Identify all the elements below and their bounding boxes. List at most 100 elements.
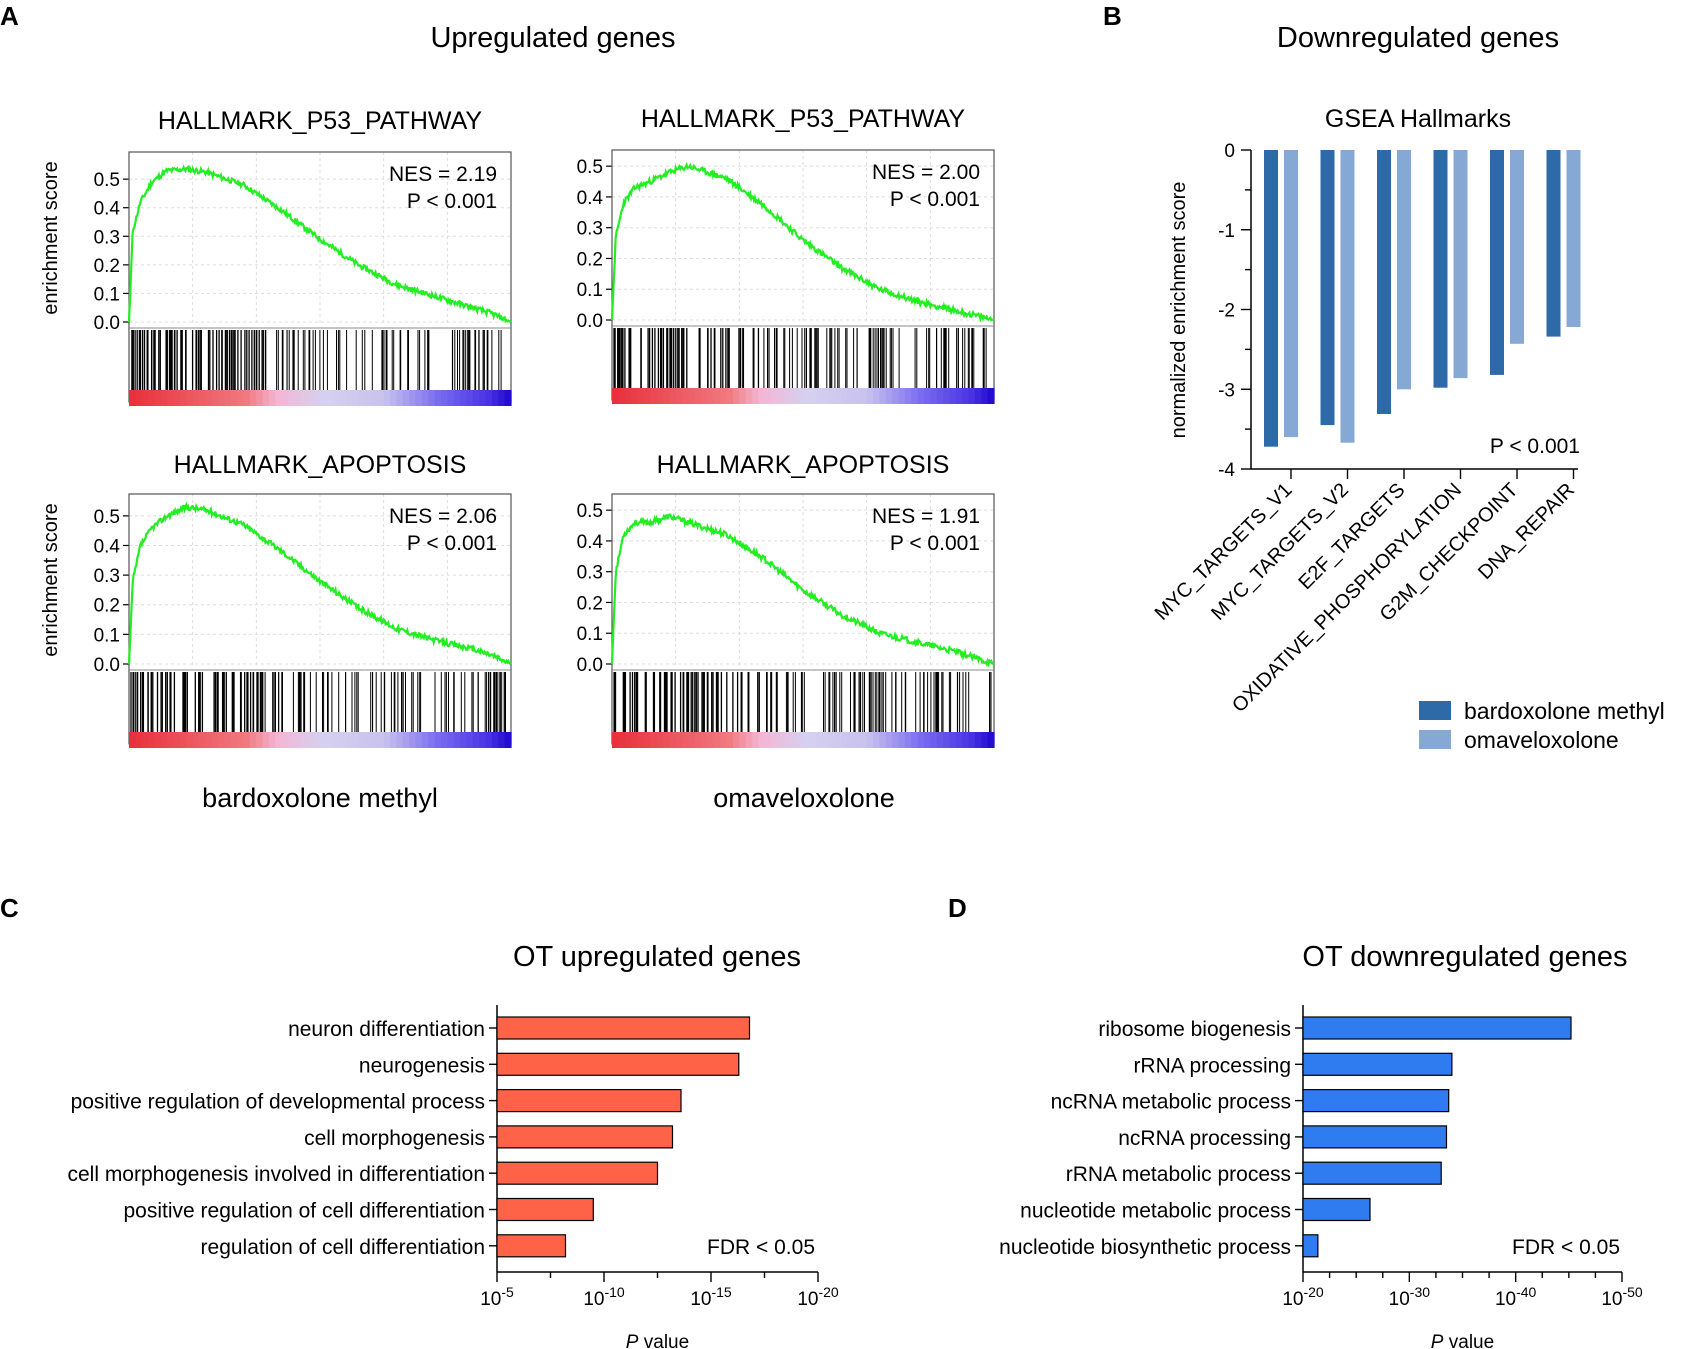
p-value-label: P < 0.001 xyxy=(407,532,497,555)
heat-segment xyxy=(173,732,181,748)
x-tick-label: 10-10 xyxy=(583,1284,625,1310)
heat-segment xyxy=(383,732,391,748)
heat-segment xyxy=(141,390,149,406)
heat-segment xyxy=(409,732,417,748)
heat-segment xyxy=(720,732,728,748)
heat-segment xyxy=(345,732,353,748)
heat-segment xyxy=(866,732,874,748)
heat-segment xyxy=(783,732,791,748)
term-label: cell morphogenesis involved in different… xyxy=(67,1163,485,1186)
gsea-plot-gsea-om-apop: HALLMARK_APOPTOSIS 0.5 0.4 0.3 0.2 0.1 0.0 NES … xyxy=(577,451,995,748)
heat-segment xyxy=(675,732,683,748)
bar xyxy=(496,1161,659,1185)
heat-segment xyxy=(466,732,474,748)
heat-segment xyxy=(803,388,810,404)
y-tick-label: 0.0 xyxy=(577,655,603,676)
heat-segment xyxy=(803,732,810,748)
y-tick-label: 0.0 xyxy=(577,311,603,332)
heat-segment xyxy=(402,732,410,748)
heat-segment xyxy=(141,732,149,748)
heat-segment xyxy=(853,732,861,748)
x-axis-label: P value xyxy=(1431,1332,1494,1349)
p-value-label: P < 0.001 xyxy=(890,532,980,555)
heat-segment xyxy=(402,390,410,406)
bar-bardoxolone xyxy=(1490,150,1504,375)
heat-segment xyxy=(205,390,213,406)
enrichment-curve xyxy=(610,161,995,323)
nes-label: NES = 2.06 xyxy=(389,505,497,528)
heat-segment xyxy=(370,732,378,748)
bar xyxy=(1302,1161,1442,1185)
heat-segment xyxy=(377,732,385,748)
heat-segment xyxy=(917,732,925,748)
heat-segment xyxy=(211,390,219,406)
heat-segment xyxy=(211,732,219,748)
bar xyxy=(1302,1052,1453,1076)
heat-segment xyxy=(300,390,308,406)
enrichment-curve xyxy=(610,513,995,668)
heat-segment xyxy=(707,732,715,748)
heat-segment xyxy=(160,732,168,748)
rank-heat-bar xyxy=(612,388,995,404)
gene-hit-marks xyxy=(130,672,506,732)
heat-segment xyxy=(720,388,728,404)
bar-bardoxolone xyxy=(1377,150,1391,414)
bar-bardoxolone xyxy=(1320,150,1335,426)
term-label: nucleotide biosynthetic process xyxy=(999,1236,1291,1259)
heat-segment xyxy=(434,732,442,748)
heat-segment xyxy=(834,388,842,404)
heat-segment xyxy=(936,732,944,748)
heat-segment xyxy=(822,388,830,404)
y-tick-label: 0.4 xyxy=(94,536,121,557)
y-tick-label: 0.5 xyxy=(94,170,120,191)
heat-segment xyxy=(682,732,689,748)
heat-segment xyxy=(186,732,194,748)
heat-segment xyxy=(441,732,448,748)
rank-heat-bar xyxy=(129,390,512,406)
heat-segment xyxy=(453,732,461,748)
bar xyxy=(496,1016,751,1040)
heat-segment xyxy=(421,390,429,406)
heat-segment xyxy=(796,388,804,404)
y-tick-label: 0.3 xyxy=(577,563,603,584)
heat-segment xyxy=(460,390,468,406)
heat-segment xyxy=(879,388,887,404)
heat-segment xyxy=(199,390,206,406)
heat-segment xyxy=(924,388,931,404)
heat-segment xyxy=(224,732,232,748)
bar-bardoxolone xyxy=(1264,150,1278,447)
heat-segment xyxy=(390,390,397,406)
heat-segment xyxy=(911,388,919,404)
term-label: cell morphogenesis xyxy=(304,1127,485,1150)
panel-label-d: D xyxy=(948,893,967,923)
bar-omaveloxolone xyxy=(1284,150,1298,438)
panel-b-title: Downregulated genes xyxy=(1277,22,1559,54)
nes-label: NES = 2.19 xyxy=(389,163,497,186)
heat-segment xyxy=(307,390,315,406)
heat-segment xyxy=(269,390,277,406)
heat-segment xyxy=(669,732,677,748)
heat-segment xyxy=(701,732,709,748)
heat-segment xyxy=(129,390,136,406)
heat-segment xyxy=(224,390,232,406)
heat-segment xyxy=(307,732,315,748)
heat-segment xyxy=(479,732,487,748)
heat-segment xyxy=(491,732,499,748)
heat-segment xyxy=(885,388,893,404)
heat-segment xyxy=(396,732,404,748)
heat-segment xyxy=(752,732,760,748)
heat-segment xyxy=(643,732,651,748)
heat-segment xyxy=(828,732,836,748)
heat-segment xyxy=(790,732,798,748)
y-tick-label: 0.3 xyxy=(94,566,120,587)
y-tick-label: 0.5 xyxy=(94,507,120,528)
heat-segment xyxy=(447,390,455,406)
heat-segment xyxy=(777,732,785,748)
p-value-label: P < 0.001 xyxy=(890,188,980,211)
x-axis-label: P value xyxy=(626,1332,689,1349)
fdr-annotation: FDR < 0.05 xyxy=(1512,1236,1620,1259)
heat-segment xyxy=(421,732,429,748)
heat-segment xyxy=(745,732,753,748)
heat-segment xyxy=(351,732,359,748)
heat-segment xyxy=(154,732,162,748)
